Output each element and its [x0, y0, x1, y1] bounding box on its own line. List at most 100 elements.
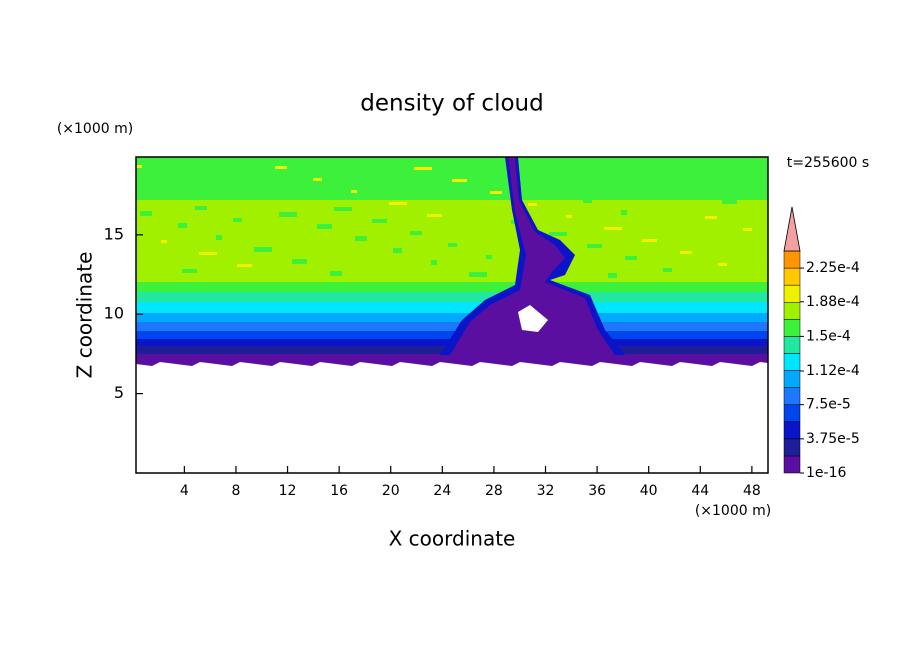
x-tick-label: 40 [640, 483, 658, 499]
cloud-patch [351, 190, 357, 193]
contour-field [136, 157, 768, 473]
colorbar-cell [783, 438, 801, 457]
clear-region [136, 368, 768, 473]
cloud-patch [178, 223, 187, 228]
plume-core [450, 157, 615, 355]
plume-hole [518, 305, 548, 332]
x-tick-label: 20 [382, 483, 400, 499]
x-tick-label: 24 [433, 483, 451, 499]
cloud-patch [646, 175, 652, 180]
colorbar-cell [783, 455, 801, 474]
x-tick-label: 28 [485, 483, 503, 499]
cloud-patch [258, 183, 267, 187]
colorbar-label: 1.12e-4 [806, 363, 860, 379]
cloud-patch [448, 243, 457, 247]
cloud-patch [469, 272, 487, 277]
cloud-patch [680, 251, 692, 254]
cloud-patch [410, 231, 422, 235]
cloud-patch [313, 178, 322, 181]
cloud-patch [545, 186, 557, 191]
colorbar-extend [783, 206, 801, 252]
cloud-band [136, 331, 768, 339]
colorbar-label: 1.5e-4 [806, 328, 851, 344]
cloud-patch [216, 235, 222, 240]
y-tick-label: 5 [114, 383, 124, 402]
colorbar-label: 3.75e-5 [806, 431, 860, 447]
x-unit: (×1000 m) [695, 503, 771, 519]
cloud-patch [549, 232, 567, 236]
colorbar-cell [783, 404, 801, 423]
cloud-band [136, 157, 768, 200]
cloud-patch [140, 211, 152, 216]
cloud-patch [220, 171, 232, 175]
cloud-patch [136, 165, 142, 168]
cloud-patch [317, 224, 332, 229]
cloud-patch [684, 187, 702, 192]
cloud-patch [330, 271, 342, 276]
colorbar-label: 1.88e-4 [806, 294, 860, 310]
x-tick-label: 32 [537, 483, 555, 499]
cloud-patch [739, 182, 757, 186]
colorbar-cell [783, 353, 801, 371]
cloud-base [136, 354, 768, 366]
cloud-patch [452, 179, 467, 182]
cloud-patch [583, 198, 592, 203]
cloud-band [136, 302, 768, 313]
cloud-patch [621, 210, 627, 215]
cloud-patch [372, 219, 387, 223]
cloud-band [136, 282, 768, 292]
cloud-band [136, 313, 768, 322]
cloud-patch [642, 239, 657, 242]
cloud-patch [182, 269, 197, 273]
colorbar-cell [783, 250, 801, 269]
y-unit: (×1000 m) [57, 121, 133, 137]
y-tick-label: 15 [104, 224, 124, 243]
x-tick-label: 16 [330, 483, 348, 499]
cloud-patch [625, 256, 637, 260]
cloud-patch [393, 248, 402, 253]
cloud-patch [195, 206, 207, 210]
chart-title: density of cloud [360, 91, 543, 117]
plot-frame [135, 156, 769, 474]
x-tick-label: 12 [279, 483, 297, 499]
cloud-patch [355, 236, 367, 241]
cloud-patch [608, 273, 617, 278]
cloud-patch [334, 207, 352, 211]
cloud-patch [161, 240, 167, 243]
cloud-patch [528, 203, 537, 206]
colorbar-label: 2.25e-4 [806, 260, 860, 276]
colorbar-cell [783, 319, 801, 337]
cloud-patch [233, 218, 242, 222]
cloud-patch [604, 227, 622, 230]
cloud-band [136, 292, 768, 302]
cloud-patch [199, 252, 217, 255]
y-axis-label: Z coordinate [73, 252, 97, 379]
cloud-patch [431, 260, 437, 265]
cloud-patch [157, 194, 172, 198]
x-axis-label: X coordinate [389, 527, 516, 551]
cloud-band [136, 200, 768, 282]
colorbar-cell [783, 421, 801, 440]
x-tick-label: 8 [231, 483, 240, 499]
x-tick-label: 48 [743, 483, 761, 499]
cloud-patch [566, 215, 572, 218]
colorbar-label: 7.5e-5 [806, 397, 851, 413]
cloud-band [136, 322, 768, 331]
colorbar-cell [783, 284, 801, 303]
cloud-patch [254, 247, 272, 252]
cloud-patch [279, 212, 297, 217]
colorbar-cell [783, 336, 801, 354]
cloud-patch [490, 191, 502, 194]
cloud-patch [414, 167, 432, 170]
time-annotation: t=255600 s [787, 155, 869, 171]
y-tick-label: 10 [104, 304, 124, 323]
x-tick-label: 36 [588, 483, 606, 499]
cloud-patch [722, 199, 737, 204]
x-tick-label: 4 [180, 483, 189, 499]
cloud-patch [705, 216, 717, 219]
cloud-patch [292, 259, 307, 264]
colorbar-cell [783, 387, 801, 405]
cloud-patch [511, 220, 517, 224]
cloud-patch [296, 195, 302, 199]
